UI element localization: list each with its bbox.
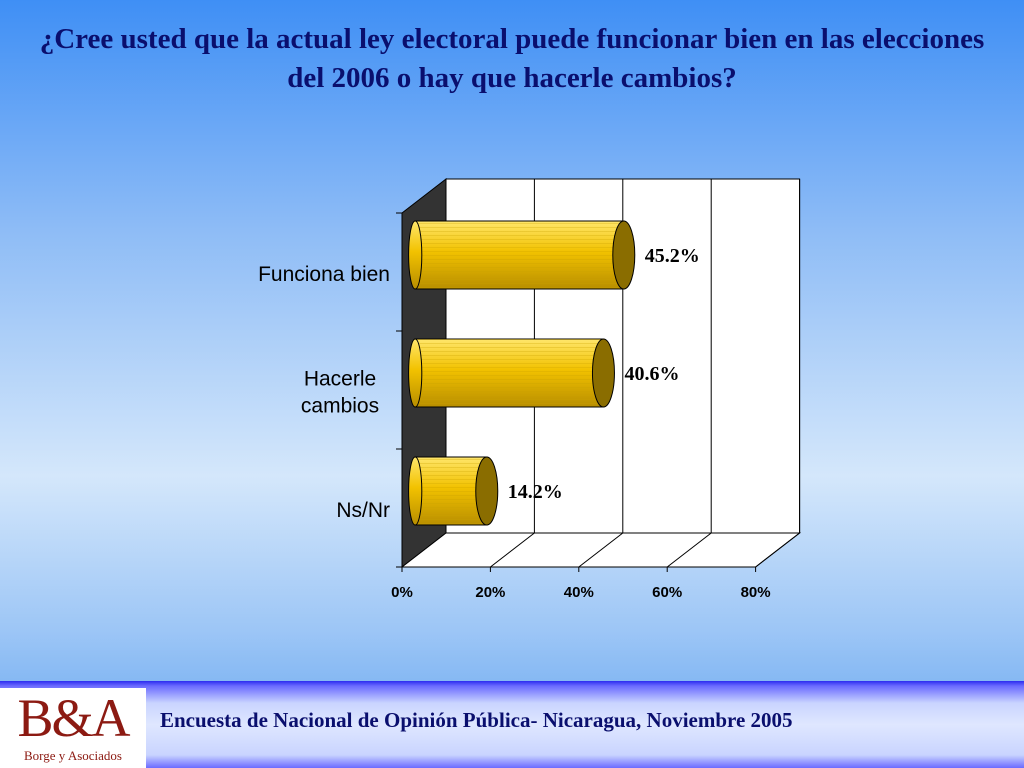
bar-texture [415, 457, 487, 525]
bar-chart: 0% 20% 40% 60% 80% 45.2% 40.6% 14.2% Funciona bi… [258, 177, 802, 601]
x-tick-label: 80% [741, 584, 771, 601]
chart-labels: 0% 20% 40% 60% 80% 45.2% 40.6% 14.2% Funciona bi… [258, 245, 771, 601]
value-label: 40.6% [624, 363, 679, 385]
bar-end-cap [591, 338, 615, 408]
bar-start-cap [408, 220, 423, 290]
floor-gridline [490, 532, 535, 568]
floor-gridline [755, 532, 800, 568]
bar [408, 456, 499, 526]
x-tick-label: 40% [564, 584, 594, 601]
bar-start-cap [408, 456, 423, 526]
company-logo: B&A Borge y Asociados [0, 688, 146, 768]
footer-bar: B&A Borge y Asociados Encuesta de Nacion… [0, 681, 1024, 768]
category-label-line: Ns/Nr [336, 499, 390, 522]
bar [408, 220, 636, 290]
bar-start-cap [408, 338, 423, 408]
bars [408, 220, 636, 526]
footer-source: Encuesta de Nacional de Opinión Pública-… [160, 708, 793, 732]
axes [396, 212, 757, 572]
logo-subtitle: Borge y Asociados [24, 748, 122, 763]
x-tick-label: 0% [391, 584, 413, 601]
category-label: Hacerle cambios [301, 368, 379, 418]
category-label-line: Funciona bien [258, 263, 390, 286]
value-label: 14.2% [508, 481, 563, 503]
category-label-line: cambios [301, 395, 379, 418]
bar-texture [415, 339, 604, 407]
bar-end-cap [475, 456, 499, 526]
floor-gridline [578, 532, 624, 568]
logo-mark: B&A [17, 688, 130, 748]
bar-end-cap [612, 220, 636, 290]
slide-title: ¿Cree usted que la actual ley electoral … [39, 23, 985, 94]
x-tick-label: 20% [475, 584, 505, 601]
bar-texture [415, 221, 624, 289]
bar [408, 338, 615, 408]
category-label: Funciona bien [258, 263, 390, 286]
value-label: 45.2% [645, 245, 700, 267]
x-tick-label: 60% [652, 584, 682, 601]
category-label: Ns/Nr [336, 499, 390, 522]
floor-gridline [666, 532, 712, 568]
category-label-line: Hacerle [304, 368, 376, 391]
